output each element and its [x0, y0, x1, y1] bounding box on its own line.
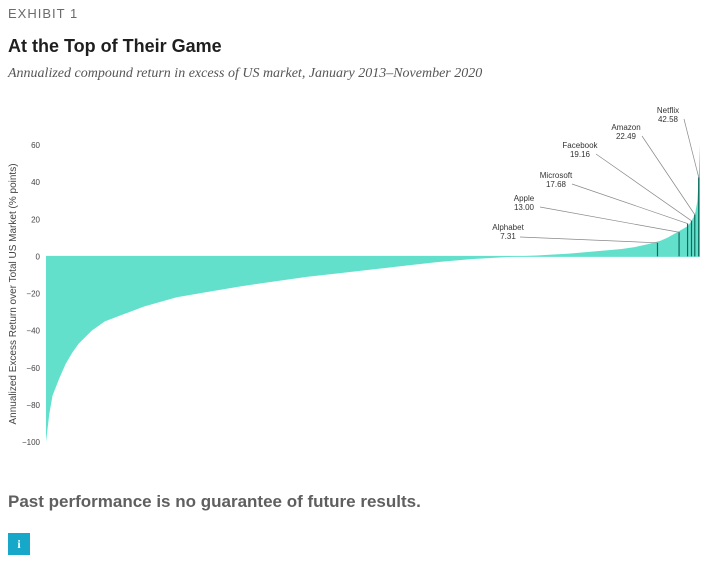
y-tick-label: 40	[31, 178, 40, 187]
y-tick-label: −40	[26, 327, 40, 336]
annotation-value-apple: 13.00	[514, 203, 535, 212]
y-tick-label: 60	[31, 141, 40, 150]
leader-line-netflix	[683, 118, 700, 178]
chart-subtitle: Annualized compound return in excess of …	[8, 66, 483, 81]
leader-line-alphabet	[519, 236, 658, 244]
annotation-value-alphabet: 7.31	[500, 232, 516, 241]
highlight-bars	[656, 177, 700, 257]
chart-title: At the Top of Their Game	[8, 36, 222, 56]
y-tick-label: −100	[22, 438, 41, 447]
annotation-name-facebook: Facebook	[562, 141, 598, 150]
y-tick-label: −60	[26, 364, 40, 373]
annotation-value-facebook: 19.16	[570, 150, 591, 159]
annotation-value-netflix: 42.58	[658, 115, 679, 124]
leader-line-apple	[539, 206, 680, 233]
y-axis-ticks: 60 40 20 0 −20 −40 −60 −80 −100	[22, 141, 41, 447]
info-button[interactable]: i	[8, 533, 30, 555]
annotation-name-amazon: Amazon	[611, 123, 640, 132]
exhibit-label: EXHIBIT 1	[8, 6, 79, 21]
excess-return-area	[46, 145, 700, 442]
leader-line-facebook	[595, 153, 692, 222]
y-tick-label: −20	[26, 290, 40, 299]
leader-line-amazon	[641, 135, 696, 215]
disclaimer-note: Past performance is no guarantee of futu…	[8, 492, 421, 511]
annotation-name-microsoft: Microsoft	[540, 171, 573, 180]
excess-return-chart: Annualized Excess Return over Total US M…	[8, 106, 700, 447]
annotation-name-apple: Apple	[514, 194, 535, 203]
annotation-value-microsoft: 17.68	[546, 180, 567, 189]
annotation-name-netflix: Netflix	[657, 106, 679, 115]
leader-line-microsoft	[571, 183, 688, 224]
y-tick-label: 0	[36, 252, 41, 261]
annotation-value-amazon: 22.49	[616, 132, 637, 141]
y-tick-label: 20	[31, 215, 40, 224]
annotation-name-alphabet: Alphabet	[492, 223, 524, 232]
y-axis-label: Annualized Excess Return over Total US M…	[8, 163, 19, 424]
y-tick-label: −80	[26, 401, 40, 410]
